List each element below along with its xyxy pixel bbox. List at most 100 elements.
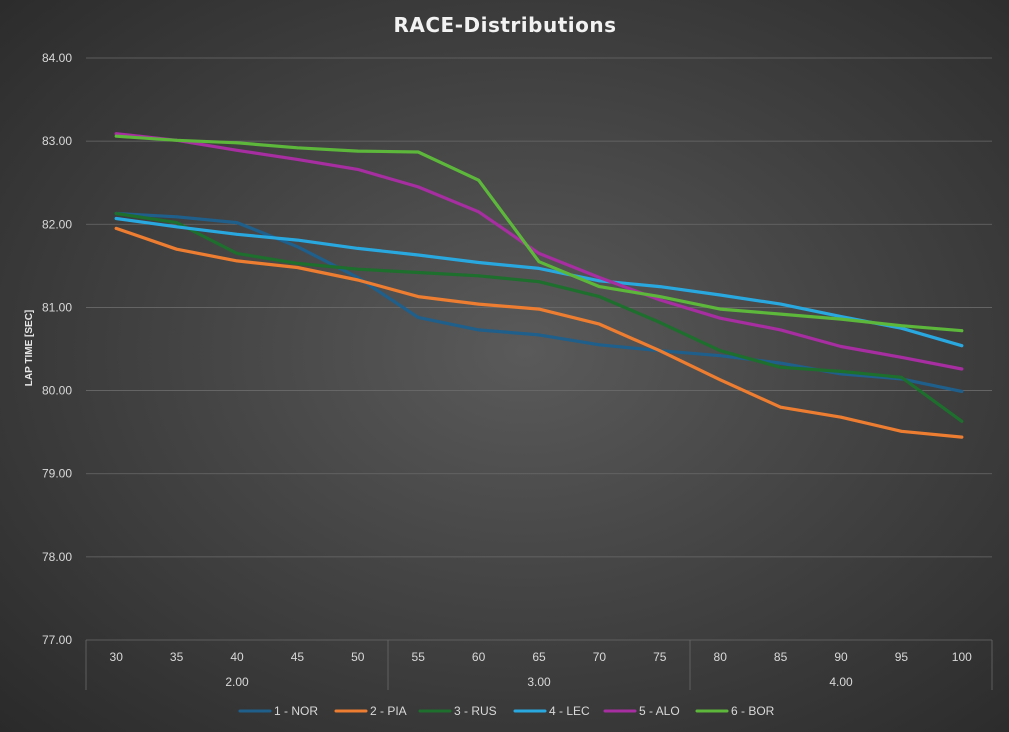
x-tick-label: 60 (472, 650, 486, 664)
y-tick-label: 84.00 (42, 51, 72, 65)
data-point (598, 295, 601, 299)
x-tick-label: 80 (714, 650, 728, 664)
y-tick-label: 80.00 (42, 384, 72, 398)
legend-item: 1 - NOR (238, 704, 318, 718)
data-point (235, 141, 239, 145)
data-point (960, 390, 964, 393)
data-point (900, 429, 903, 433)
data-point (114, 212, 118, 215)
data-point (960, 329, 964, 333)
data-point (900, 326, 903, 330)
data-point (718, 378, 722, 382)
data-point (779, 312, 782, 316)
data-point (477, 178, 480, 182)
series-2 (114, 226, 964, 439)
data-point (416, 271, 420, 274)
data-point (658, 295, 662, 299)
data-point (235, 259, 239, 263)
y-axis-label: LAP TIME [SEC] (24, 310, 35, 386)
x-tick-label: 90 (834, 650, 848, 664)
legend-label: 3 - RUS (454, 704, 497, 718)
data-point (960, 435, 964, 439)
y-tick-label: 78.00 (42, 550, 72, 564)
y-tick-label: 77.00 (42, 633, 72, 647)
data-point (537, 251, 541, 255)
data-point (235, 251, 239, 255)
data-point (598, 279, 601, 283)
data-point (235, 148, 239, 152)
series-line (114, 211, 964, 393)
y-tick-label: 83.00 (42, 134, 72, 148)
legend-item: 3 - RUS (418, 704, 497, 718)
data-point (960, 367, 964, 371)
legend-label: 2 - PIA (370, 704, 407, 718)
data-point (598, 343, 601, 347)
data-point (356, 246, 360, 250)
data-point (598, 322, 601, 326)
data-point (356, 267, 360, 271)
data-point (356, 149, 360, 153)
data-point (658, 298, 662, 302)
legend-item: 6 - BOR (695, 704, 775, 718)
x-tick-label: 45 (291, 650, 305, 664)
series-4 (114, 216, 964, 348)
x-tick-label: 65 (532, 650, 546, 664)
legend-label: 6 - BOR (731, 704, 775, 718)
data-point (296, 146, 299, 150)
data-point (477, 261, 480, 264)
x-tick-label: 35 (170, 650, 184, 664)
x-tick-label: 85 (774, 650, 788, 664)
data-point (356, 278, 360, 282)
data-point (718, 316, 722, 320)
chart-title: RACE-Distributions (393, 13, 616, 37)
x-tick-label: 100 (952, 650, 972, 664)
data-point (416, 253, 420, 257)
x-tick-label: 70 (593, 650, 607, 664)
data-point (900, 324, 903, 328)
y-tick-label: 82.00 (42, 217, 72, 231)
data-point (598, 285, 601, 289)
data-point (114, 132, 118, 136)
data-point (175, 247, 179, 251)
x-tick-label: 50 (351, 650, 365, 664)
series-3 (114, 211, 964, 423)
data-point (718, 354, 722, 358)
data-point (537, 260, 541, 264)
data-point (537, 280, 541, 284)
data-point (175, 221, 179, 225)
data-point (356, 276, 360, 279)
data-point (296, 245, 299, 249)
data-point (175, 215, 179, 219)
data-point (960, 419, 964, 423)
data-point (416, 150, 420, 154)
x-tick-label: 75 (653, 650, 667, 664)
x-group-label: 4.00 (829, 675, 853, 689)
data-point (839, 317, 843, 321)
series-lines (114, 132, 964, 439)
data-point (477, 302, 480, 306)
data-point (296, 261, 299, 265)
series-6 (114, 134, 964, 333)
legend-item: 2 - PIA (334, 704, 407, 718)
data-point (477, 328, 480, 332)
data-point (296, 238, 299, 242)
data-point (296, 158, 299, 161)
data-point (718, 307, 722, 311)
y-tick-label: 79.00 (42, 467, 72, 481)
legend-item: 5 - ALO (603, 704, 680, 718)
legend-label: 4 - LEC (549, 704, 590, 718)
x-group-label: 3.00 (527, 675, 551, 689)
x-tick-label: 30 (110, 650, 124, 664)
x-tick-label: 40 (230, 650, 244, 664)
legend-label: 1 - NOR (274, 704, 318, 718)
data-point (537, 307, 541, 311)
y-axis-ticks: 77.00 78.00 79.00 80.00 81.00 82.00 83.00 84.00 (42, 51, 72, 647)
data-point (598, 276, 601, 279)
data-point (839, 315, 843, 318)
data-point (356, 168, 360, 171)
data-point (296, 266, 299, 269)
data-point (537, 333, 541, 337)
data-point (779, 365, 782, 369)
y-tick-label: 81.00 (42, 300, 72, 314)
